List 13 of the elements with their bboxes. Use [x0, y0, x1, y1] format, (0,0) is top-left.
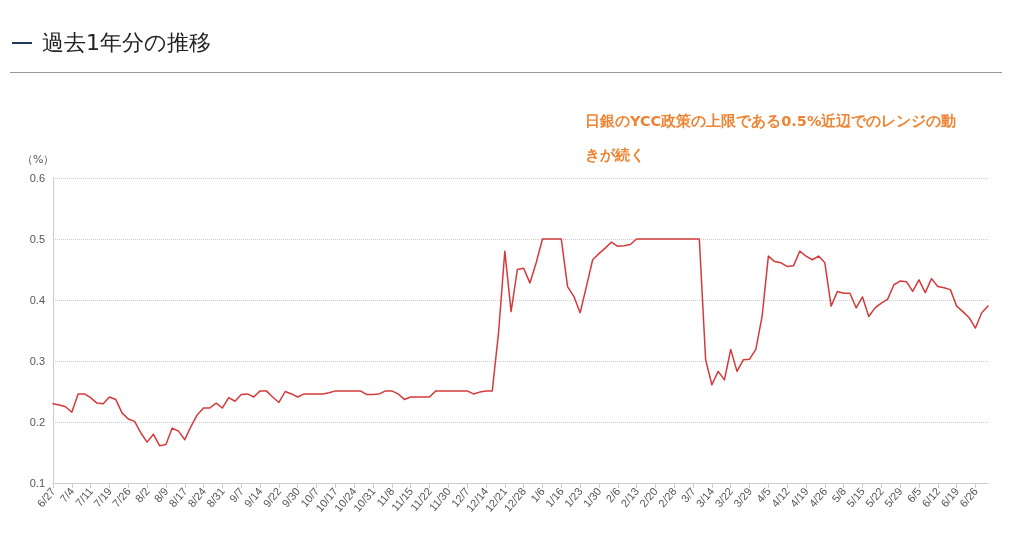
x-tick-label: 8/2 — [132, 485, 152, 505]
x-tick-label: 6/5 — [904, 485, 924, 505]
y-tick-label: 0.4 — [29, 294, 45, 306]
y-axis-title: （%） — [22, 152, 55, 167]
y-tick-label: 0.1 — [29, 477, 45, 489]
x-tick-label: 4/5 — [753, 485, 773, 505]
y-tick-label: 0.3 — [29, 355, 45, 367]
y-tick-label: 0.5 — [29, 233, 45, 245]
text: 日銀のYCC政策の上限である0.5%近辺でのレンジの動きが続く — [585, 113, 957, 163]
line-series — [52, 238, 989, 447]
chart-title: 過去1年分の推移 — [42, 29, 211, 57]
y-tick-label: 0.2 — [29, 416, 45, 428]
y-tick-label: 0.6 — [29, 172, 45, 184]
